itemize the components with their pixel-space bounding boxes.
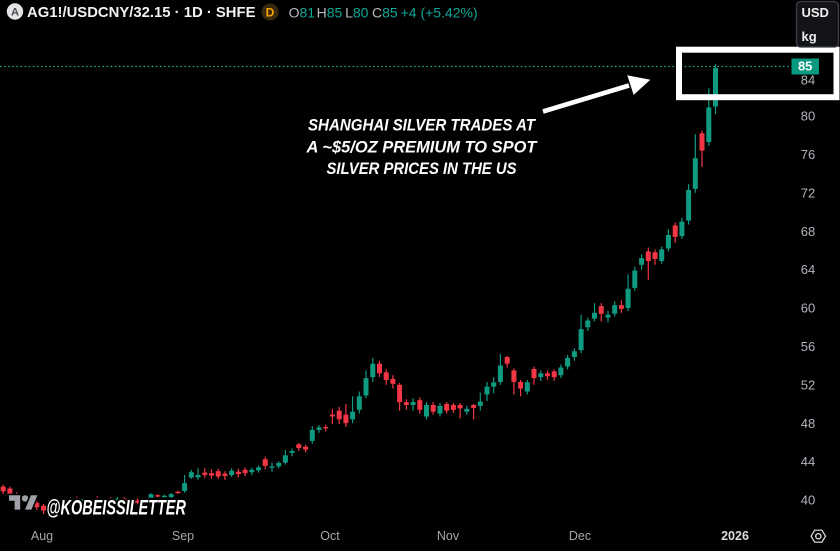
svg-text:40: 40	[801, 493, 815, 508]
svg-text:56: 56	[801, 339, 815, 354]
svg-text:76: 76	[801, 147, 815, 162]
svg-text:Aug: Aug	[31, 529, 53, 543]
svg-text:D: D	[266, 5, 275, 19]
svg-text:Oct: Oct	[320, 529, 340, 543]
svg-text:80: 80	[801, 109, 815, 124]
svg-text:@KOBEISSILETTER: @KOBEISSILETTER	[46, 497, 186, 520]
svg-text:A ~$5/OZ PREMIUM TO SPOT: A ~$5/OZ PREMIUM TO SPOT	[306, 138, 539, 156]
svg-text:72: 72	[801, 185, 815, 200]
svg-text:44: 44	[801, 454, 815, 469]
svg-text:SILVER PRICES IN THE US: SILVER PRICES IN THE US	[327, 160, 517, 178]
svg-text:2026: 2026	[721, 529, 749, 543]
svg-text:Nov: Nov	[437, 529, 460, 543]
svg-text:52: 52	[801, 377, 815, 392]
svg-text:48: 48	[801, 416, 815, 431]
svg-text:Sep: Sep	[172, 529, 194, 543]
svg-text:60: 60	[801, 301, 815, 316]
svg-text:84: 84	[801, 73, 815, 88]
svg-text:USD: USD	[802, 5, 829, 20]
svg-text:AG1!/USDCNY/32.15 · 1D · SHFE: AG1!/USDCNY/32.15 · 1D · SHFE	[27, 4, 256, 21]
svg-text:68: 68	[801, 224, 815, 239]
svg-text:C85: C85	[372, 5, 398, 21]
svg-text:Dec: Dec	[569, 529, 591, 543]
svg-text:O81: O81	[289, 5, 316, 21]
svg-text:A: A	[11, 7, 19, 19]
svg-text:SHANGHAI SILVER TRADES AT: SHANGHAI SILVER TRADES AT	[308, 116, 537, 134]
svg-text:85: 85	[798, 59, 812, 74]
svg-text:H85: H85	[317, 5, 343, 21]
svg-text:L80: L80	[345, 5, 369, 21]
svg-text:kg: kg	[802, 29, 817, 44]
svg-text:64: 64	[801, 262, 815, 277]
svg-text:+4 (+5.42%): +4 (+5.42%)	[401, 5, 478, 21]
